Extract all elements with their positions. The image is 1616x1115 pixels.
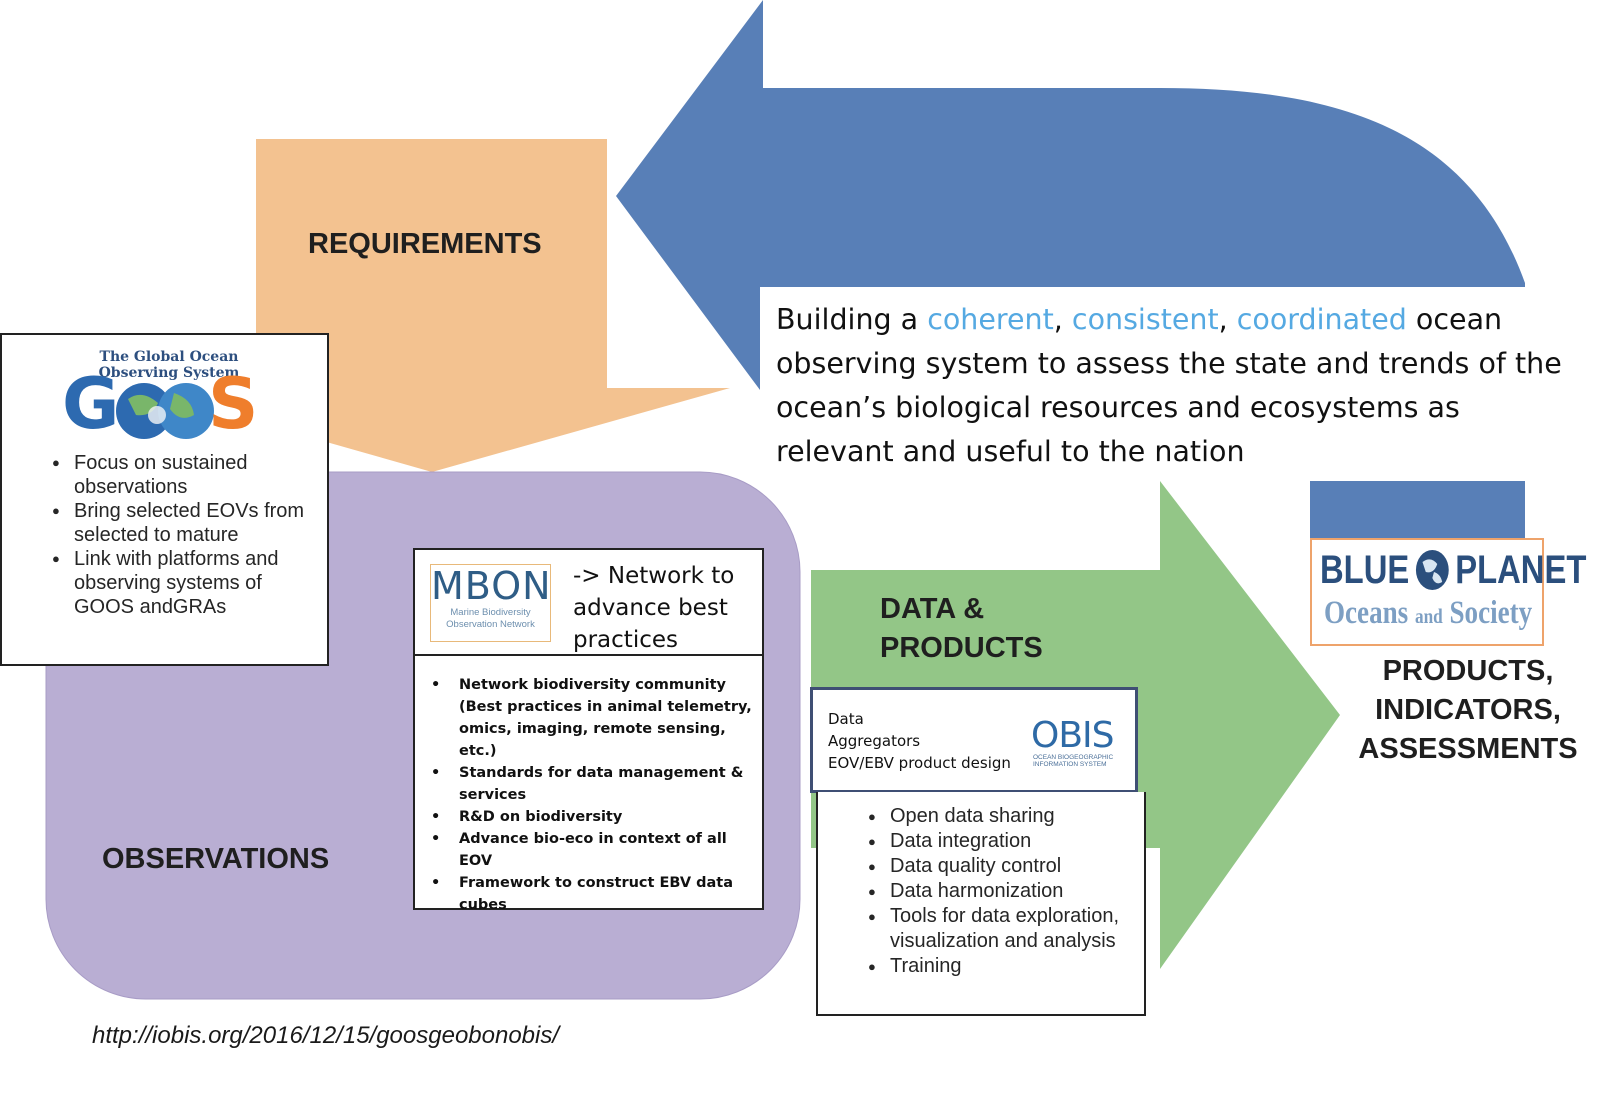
obis-logo-subtitle: OCEAN BIOGEOGRAPHIC INFORMATION SYSTEM [1031,754,1135,768]
obis-logo-subtitle-line2: INFORMATION SYSTEM [1033,761,1107,768]
blue-planet-sub-society: Society [1449,595,1533,631]
obis-text: Data Aggregators EOV/EBV product design [828,708,1011,774]
products-label: PRODUCTS, INDICATORS, ASSESSMENTS [1348,652,1588,769]
obis-list-box: Open data sharing Data integration Data … [816,792,1146,1016]
statement-prefix: Building a [776,303,928,336]
obis-text-line: EOV/EBV product design [828,754,1011,772]
blue-planet-word-planet: PLANET [1455,548,1587,592]
obis-logo-word: OBIS [1031,715,1115,756]
statement-suffix: ocean observing system to assess the sta… [776,303,1562,468]
mbon-list-item: Advance bio-eco in context of all EOV [425,828,759,872]
products-line1: PRODUCTS, [1382,655,1554,687]
obis-list-item: Open data sharing [868,804,1142,829]
blue-planet-sub-and: and [1414,604,1443,628]
mbon-list: Network biodiversity community (Best pra… [425,674,759,916]
blue-planet-logo: BLUE PLANET Oceans and Society [1310,538,1586,646]
blue-planet-sub-oceans: Oceans [1324,595,1409,631]
mbon-logo-subtitle: Marine Biodiversity Observation Network [431,607,550,631]
goos-box: The Global Ocean Observing System GOOS G… [0,333,329,666]
statement-highlight-coherent: coherent [927,303,1054,336]
obis-list-item: Tools for data exploration, visualizatio… [868,904,1142,954]
goos-globe-icon [116,383,214,439]
obis-list-item: Data integration [868,829,1142,854]
mbon-list-item: R&D on biodiversity [425,806,759,828]
mbon-logo-subtitle-line1: Marine Biodiversity [450,607,531,618]
goos-list-item: Link with platforms and observing system… [52,547,324,619]
observations-label: OBSERVATIONS [102,843,330,875]
statement-highlight-consistent: consistent [1071,303,1219,336]
mbon-header-box: MBON Marine Biodiversity Observation Net… [413,548,764,656]
requirements-label: REQUIREMENTS [308,228,542,260]
goos-list-item: Focus on sustained observations [52,451,324,499]
mbon-list-item: Standards for data management & services [425,762,759,806]
goos-logo-letter-g: G [62,363,120,445]
mbon-tagline: -> Network to advance best practices [573,563,735,653]
data-products-line2: PRODUCTS [880,632,1043,664]
blue-connector-bar [1310,481,1525,541]
goos-logo-title-line1: The Global Ocean [99,349,239,365]
blue-return-arrow [616,0,1525,390]
goos-logo-title: The Global Ocean Observing System [74,349,264,381]
data-products-label: DATA & PRODUCTS [880,590,1043,668]
goos-logo-title-line2: Observing System [98,365,240,381]
products-line2: INDICATORS, [1375,694,1561,726]
source-url: http://iobis.org/2016/12/15/goosgeobonob… [92,1022,560,1049]
mbon-list-item: Framework to construct EBV data cubes [425,872,759,916]
products-line3: ASSESSMENTS [1358,733,1578,765]
mbon-logo-word: MBON [431,564,552,608]
obis-list-item: Data quality control [868,854,1142,879]
goos-list-item: Bring selected EOVs from selected to mat… [52,499,324,547]
blue-planet-word-blue: BLUE [1320,548,1410,592]
statement-separator: , [1218,303,1237,336]
goos-logo-letter-s: S [208,363,259,445]
statement-separator: , [1053,303,1072,336]
obis-list-item: Data harmonization [868,879,1142,904]
obis-text-line: Aggregators [828,732,921,750]
obis-logo-subtitle-line1: OCEAN BIOGEOGRAPHIC [1033,754,1114,761]
blue-planet-title: BLUE PLANET [1320,548,1586,592]
statement-highlight-coordinated: coordinated [1236,303,1407,336]
obis-list: Open data sharing Data integration Data … [868,804,1142,979]
goos-list: Focus on sustained observations Bring se… [52,451,324,619]
mbon-list-box: Network biodiversity community (Best pra… [413,654,764,913]
obis-logo: OBIS OCEAN BIOGEOGRAPHIC INFORMATION SYS… [1031,715,1135,769]
data-products-line1: DATA & [880,593,985,625]
blue-planet-subtitle: Oceans and Society [1324,594,1532,635]
mbon-list-item: Network biodiversity community (Best pra… [425,674,759,762]
obis-text-line: Data [828,710,864,728]
requirements-arrow [256,139,730,472]
obis-list-item: Training [868,954,1142,979]
mbon-logo: MBON Marine Biodiversity Observation Net… [430,564,551,642]
globe-icon [1409,548,1455,592]
mbon-logo-subtitle-line2: Observation Network [446,619,535,630]
obis-header-box: Data Aggregators EOV/EBV product design … [810,687,1138,793]
mission-statement: Building a coherent, consistent, coordin… [776,298,1576,474]
goos-logo: GOOS G S [62,369,262,443]
